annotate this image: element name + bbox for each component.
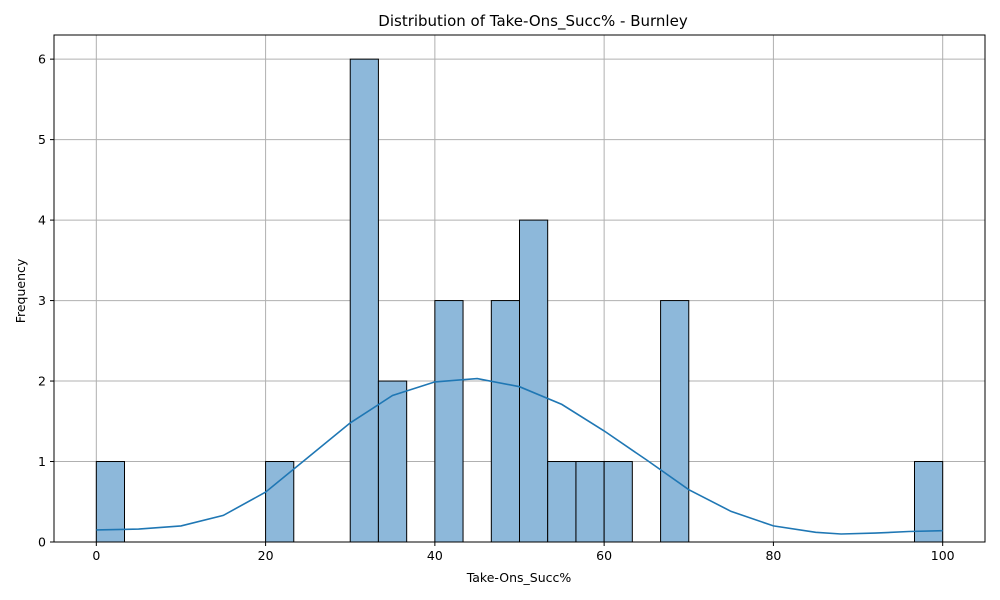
histogram-bar [377,380,408,543]
histogram-bar [490,300,521,543]
y-tick-label: 2 [38,374,46,389]
histogram-bar [660,300,690,543]
x-tick-label: 0 [92,548,100,563]
y-tick-label: 0 [38,535,46,550]
y-tick-label: 1 [38,454,46,469]
histogram-bar [913,461,944,543]
y-tick-label: 4 [38,213,46,228]
histogram-bar [603,461,633,543]
y-tick-label: 3 [38,293,46,308]
x-tick-label: 20 [258,548,274,563]
x-tick-label: 80 [765,548,781,563]
x-tick-label: 40 [427,548,443,563]
histogram-bars [95,58,944,543]
histogram-bar [265,461,295,543]
chart-title: Distribution of Take-Ons_Succ% - Burnley [378,12,688,31]
y-axis-ticks: 0 1 2 3 4 5 6 [38,52,54,550]
kde-line [96,377,943,535]
y-tick-label: 5 [38,132,46,147]
histogram-bar [575,461,605,543]
histogram-bar [95,461,126,543]
y-axis-label: Frequency [13,258,28,323]
histogram-bar [519,219,549,543]
histogram-bar [547,461,577,543]
histogram-bar [434,300,464,543]
x-tick-label: 100 [931,548,955,563]
x-axis-label: Take-Ons_Succ% [466,570,572,585]
histogram-bar [349,58,379,543]
x-tick-label: 60 [596,548,612,563]
y-tick-label: 6 [38,52,46,67]
x-axis-ticks: 0 20 40 60 80 100 [92,542,955,563]
plot-area-frame [53,34,986,543]
kde-curve [96,377,943,535]
